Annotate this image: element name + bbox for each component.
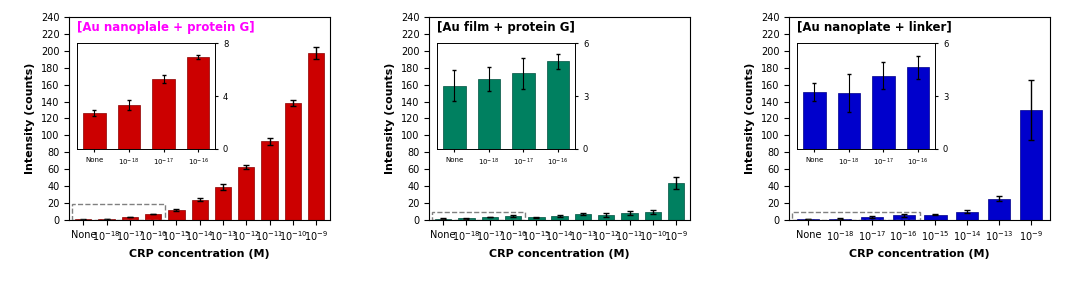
- Text: LOD = 1 aM: LOD = 1 aM: [77, 49, 159, 62]
- Bar: [797, 219, 820, 220]
- Bar: [575, 214, 591, 220]
- Bar: [285, 103, 301, 220]
- Bar: [505, 216, 521, 220]
- X-axis label: CRP concentration (M): CRP concentration (M): [850, 249, 990, 259]
- Y-axis label: Intensity (counts): Intensity (counts): [385, 63, 395, 174]
- Bar: [860, 217, 883, 220]
- Bar: [458, 218, 474, 220]
- Bar: [122, 217, 138, 220]
- Bar: [668, 183, 684, 220]
- Bar: [892, 215, 915, 220]
- Bar: [261, 141, 278, 220]
- Text: [Au nanoplale + protein G]: [Au nanoplale + protein G]: [77, 21, 255, 34]
- Bar: [621, 213, 637, 220]
- Bar: [598, 215, 614, 220]
- Y-axis label: Intensity (counts): Intensity (counts): [26, 63, 35, 174]
- Bar: [98, 219, 115, 220]
- Bar: [238, 167, 255, 220]
- X-axis label: CRP concentration (M): CRP concentration (M): [129, 249, 270, 259]
- Bar: [308, 53, 324, 220]
- Bar: [924, 215, 947, 220]
- X-axis label: CRP concentration (M): CRP concentration (M): [489, 249, 630, 259]
- Bar: [529, 217, 545, 220]
- Bar: [482, 217, 498, 220]
- Text: [Au film + protein G]: [Au film + protein G]: [437, 21, 575, 34]
- Bar: [829, 219, 852, 220]
- Bar: [956, 212, 979, 220]
- Bar: [435, 219, 451, 220]
- Y-axis label: Intensity (counts): Intensity (counts): [745, 63, 756, 174]
- Bar: [168, 210, 184, 220]
- Bar: [645, 212, 661, 220]
- Bar: [192, 200, 208, 220]
- Bar: [215, 188, 231, 220]
- Bar: [145, 214, 161, 220]
- Text: LOD = 1 nM: LOD = 1 nM: [437, 49, 519, 62]
- Text: [Au nanoplate + linker]: [Au nanoplate + linker]: [797, 21, 952, 34]
- Text: LOD = 100 aM: LOD = 100 aM: [797, 49, 897, 62]
- Bar: [988, 199, 1011, 220]
- Bar: [551, 216, 568, 220]
- Bar: [75, 219, 92, 220]
- Bar: [1020, 110, 1043, 220]
